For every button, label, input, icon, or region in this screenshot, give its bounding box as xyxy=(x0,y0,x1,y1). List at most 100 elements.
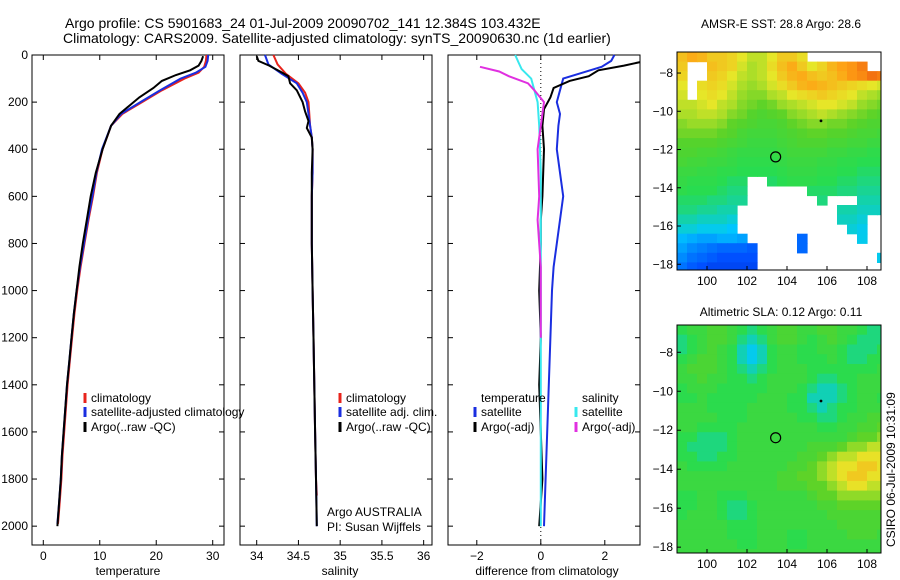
sla-cell xyxy=(787,373,798,384)
sla-cell xyxy=(827,334,838,345)
sla-cell xyxy=(687,402,698,414)
sst-cell xyxy=(727,157,738,168)
sla-cell xyxy=(847,354,858,365)
sst-cell xyxy=(817,71,828,82)
sst-cell xyxy=(857,195,868,206)
sla-cell xyxy=(787,519,798,531)
sst-cell xyxy=(757,61,768,72)
sst-cell xyxy=(687,262,698,270)
sst-cell xyxy=(787,166,798,177)
sla-cell xyxy=(707,402,718,414)
sla-cell xyxy=(707,383,718,394)
sst-cell xyxy=(867,80,878,91)
sla-cell xyxy=(797,383,808,394)
sst-cell xyxy=(867,138,878,149)
sst-cell xyxy=(837,176,848,187)
sst-cell xyxy=(737,71,748,82)
sla-cell xyxy=(677,549,688,553)
sla-xtick-label: 102 xyxy=(737,557,757,571)
sla-cell xyxy=(687,451,698,462)
sla-cell xyxy=(757,519,768,531)
sst-cell xyxy=(697,147,708,158)
sla-cell xyxy=(827,539,838,550)
sst-cell xyxy=(787,80,798,91)
sla-cell xyxy=(677,500,688,511)
sla-cell xyxy=(817,529,828,540)
sla-cell xyxy=(777,461,788,472)
sst-cell xyxy=(737,128,748,139)
sla-cell xyxy=(797,402,808,414)
sst-cell xyxy=(807,90,818,101)
sla-cell xyxy=(877,490,881,501)
sst-cell xyxy=(687,205,698,216)
sst-cell xyxy=(697,243,708,254)
sla-cell xyxy=(717,451,728,462)
temperature-series-argo-raw-qc- xyxy=(56,55,205,527)
sst-cell xyxy=(847,214,858,225)
sst-cell xyxy=(837,214,848,225)
sla-cell xyxy=(697,334,708,345)
sla-cell xyxy=(827,490,838,501)
sla-cell xyxy=(737,334,748,345)
sla-cell xyxy=(677,393,688,404)
sst-cell xyxy=(747,109,758,120)
sst-cell xyxy=(757,147,768,158)
sst-cell xyxy=(747,243,758,254)
sst-cell xyxy=(837,128,848,139)
sla-cell xyxy=(757,451,768,462)
salinity-xtick-label: 36 xyxy=(417,549,431,563)
sla-cell xyxy=(767,500,778,511)
sla-cell xyxy=(857,364,868,375)
sst-cell xyxy=(827,71,838,82)
sst-cell xyxy=(777,99,788,110)
sla-cell xyxy=(737,422,748,433)
sla-cell xyxy=(687,500,698,511)
sla-cell xyxy=(787,325,798,336)
sst-cell xyxy=(877,166,881,177)
sla-cell xyxy=(687,422,698,433)
difference-xtick-label: −2 xyxy=(470,549,484,563)
sst-cell xyxy=(707,166,718,177)
sst-cell xyxy=(677,233,688,244)
sla-cell xyxy=(847,325,858,336)
sst-cell xyxy=(737,61,748,72)
sla-cell xyxy=(767,490,778,501)
sst-cell xyxy=(827,118,838,130)
sla-cell xyxy=(867,500,878,511)
sst-cell xyxy=(837,185,848,197)
depth-tick-label: 1800 xyxy=(1,472,28,486)
sla-cell xyxy=(837,344,848,355)
temperature-frame xyxy=(31,54,225,546)
sla-cell xyxy=(797,354,808,365)
sla-cell xyxy=(747,422,758,433)
difference-legend-salinity-argo: Argo(-adj) xyxy=(582,420,635,434)
sst-cell xyxy=(857,205,868,216)
sla-cell xyxy=(677,490,688,501)
sst-cell xyxy=(767,61,778,72)
sst-cell xyxy=(687,109,698,120)
sla-cell xyxy=(747,549,758,553)
sla-cell xyxy=(717,393,728,404)
sla-cell xyxy=(727,480,738,492)
salinity-series-argo-raw-qc- xyxy=(255,55,318,527)
sst-cell xyxy=(697,252,708,263)
sla-cell xyxy=(807,354,818,365)
sst-cell xyxy=(777,128,788,139)
sla-cell xyxy=(717,344,728,355)
sst-cell xyxy=(847,99,858,110)
sst-cell xyxy=(777,118,788,130)
sla-cell xyxy=(787,364,798,375)
sst-cell xyxy=(817,90,828,101)
sst-ytick-label: −16 xyxy=(653,219,674,233)
sst-cell xyxy=(717,166,728,177)
sla-cell xyxy=(747,500,758,511)
sla-cell xyxy=(797,490,808,501)
sst-cell xyxy=(707,80,718,91)
sla-cell xyxy=(877,393,881,404)
sla-cell xyxy=(737,480,748,492)
sst-cell xyxy=(697,157,708,168)
sla-cell xyxy=(807,490,818,501)
sla-cell xyxy=(787,549,798,553)
sla-cell xyxy=(877,519,881,531)
sst-cell xyxy=(847,90,858,101)
